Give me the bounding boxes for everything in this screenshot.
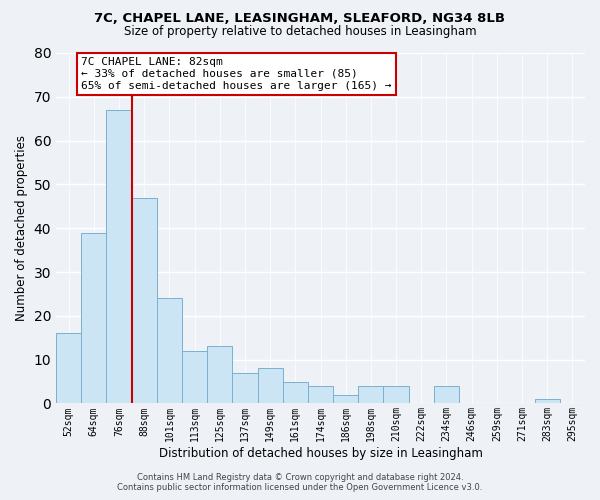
Bar [131,198,157,404]
Bar [358,386,383,404]
Bar [434,386,459,404]
Text: Contains HM Land Registry data © Crown copyright and database right 2024.
Contai: Contains HM Land Registry data © Crown c… [118,473,482,492]
Text: Size of property relative to detached houses in Leasingham: Size of property relative to detached ho… [124,25,476,38]
Bar [232,373,257,404]
Bar [182,351,207,404]
Text: 7C CHAPEL LANE: 82sqm
← 33% of detached houses are smaller (85)
65% of semi-deta: 7C CHAPEL LANE: 82sqm ← 33% of detached … [81,58,392,90]
Bar [535,399,560,404]
Bar [257,368,283,404]
Bar [106,110,131,404]
Text: 7C, CHAPEL LANE, LEASINGHAM, SLEAFORD, NG34 8LB: 7C, CHAPEL LANE, LEASINGHAM, SLEAFORD, N… [95,12,505,26]
Bar [157,298,182,404]
Bar [81,232,106,404]
Bar [383,386,409,404]
Bar [333,394,358,404]
Bar [283,382,308,404]
Bar [56,334,81,404]
Y-axis label: Number of detached properties: Number of detached properties [15,135,28,321]
Bar [207,346,232,404]
X-axis label: Distribution of detached houses by size in Leasingham: Distribution of detached houses by size … [158,447,482,460]
Bar [308,386,333,404]
